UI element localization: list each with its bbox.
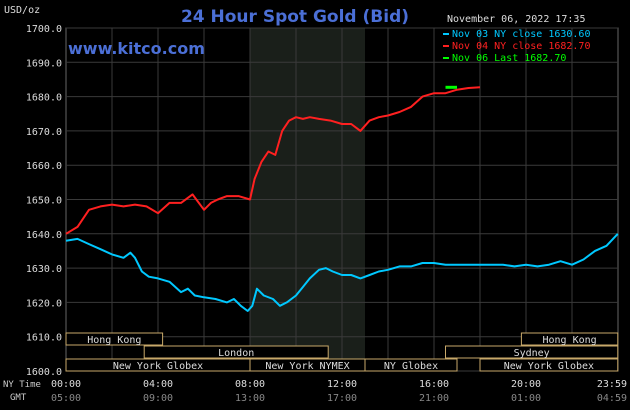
series-layer <box>65 85 619 312</box>
x-tick-label-gmt: 17:00 <box>327 393 357 404</box>
x-tick-label-gmt: 21:00 <box>419 393 449 404</box>
session-label: Sydney <box>514 348 550 359</box>
session-label: Hong Kong <box>87 335 141 346</box>
series-line-0 <box>65 233 619 312</box>
timestamp: November 06, 2022 17:35 <box>447 14 585 25</box>
y-tick-label: 1670.0 <box>26 127 62 138</box>
chart-title: 24 Hour Spot Gold (Bid) <box>181 7 409 27</box>
series-line-1 <box>65 86 481 235</box>
x-tick-label-ny: 12:00 <box>327 379 357 390</box>
legend-label-1: Nov 04 NY close 1682.70 <box>452 41 590 52</box>
x-tick-label-ny: 16:00 <box>419 379 449 390</box>
x-row-label-gmt: GMT <box>10 393 27 403</box>
session-box <box>520 332 619 346</box>
y-tick-label: 1660.0 <box>26 161 62 172</box>
session-label: Hong Kong <box>542 335 596 346</box>
legend: Nov 03 NY close 1630.60 Nov 04 NY close … <box>443 29 590 64</box>
y-axis-ticks: 1600.0 1610.0 1620.0 1630.0 1640.0 1650.0 1660… <box>26 24 62 378</box>
x-tick-label-gmt: 13:00 <box>235 393 265 404</box>
y-tick-label: 1690.0 <box>26 58 62 69</box>
y-tick-label: 1620.0 <box>26 298 62 309</box>
x-axis-ticks: 00:00 05:00 04:00 09:00 08:00 13:00 12:00 17:00… <box>51 379 627 404</box>
x-tick-label-ny: 20:00 <box>511 379 541 390</box>
session-box <box>445 345 619 359</box>
x-tick-label-ny: 08:00 <box>235 379 265 390</box>
session-label: New York NYMEX <box>265 361 349 372</box>
y-tick-label: 1680.0 <box>26 93 62 104</box>
x-tick-label-gmt: 05:00 <box>51 393 81 404</box>
session-label: London <box>218 348 254 359</box>
x-row-label-ny: NY Time <box>3 380 41 390</box>
site-link[interactable]: www.kitco.com <box>68 39 205 58</box>
y-tick-label: 1600.0 <box>26 367 62 378</box>
y-tick-label: 1650.0 <box>26 196 62 207</box>
x-tick-label-ny: 00:00 <box>51 379 81 390</box>
session-label: New York Globex <box>504 361 594 372</box>
x-tick-label-gmt: 09:00 <box>143 393 173 404</box>
legend-label-2: Nov 06 Last 1682.70 <box>452 53 566 64</box>
x-tick-label-ny: 23:59 <box>597 379 627 390</box>
x-tick-label-gmt: 01:00 <box>511 393 541 404</box>
y-tick-label: 1630.0 <box>26 264 62 275</box>
x-tick-label-gmt: 04:59 <box>597 393 627 404</box>
y-axis-unit: USD/oz <box>4 5 40 16</box>
y-tick-label: 1640.0 <box>26 230 62 241</box>
session-box <box>479 358 619 372</box>
legend-label-0: Nov 03 NY close 1630.60 <box>452 29 590 40</box>
session-box <box>364 358 458 372</box>
y-tick-label: 1610.0 <box>26 333 62 344</box>
y-tick-label: 1700.0 <box>26 24 62 35</box>
session-label: New York Globex <box>113 361 203 372</box>
session-box <box>143 345 329 359</box>
session-label: NY Globex <box>384 361 438 372</box>
market-sessions: Hong Kong Hong Kong London Sydney New York G… <box>65 332 619 372</box>
x-tick-label-ny: 04:00 <box>143 379 173 390</box>
session-box <box>65 332 164 346</box>
